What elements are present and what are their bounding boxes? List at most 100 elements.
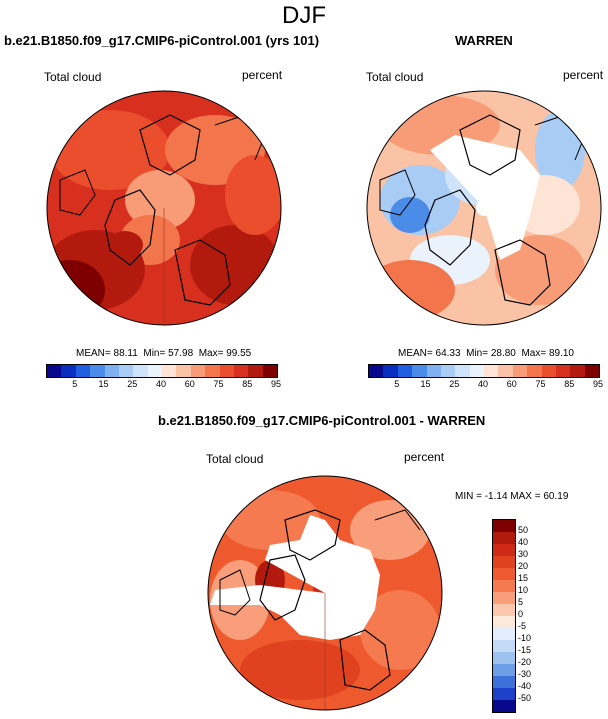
panel1-min: 57.98 [168,348,194,359]
panel1-max: 99.55 [226,348,252,359]
colorbar-swatch [498,365,513,377]
panel2-max: 89.10 [548,348,574,359]
colorbar-tick-label: 5 [72,379,78,389]
colorbar-swatch [493,520,515,532]
colorbar-swatch [90,365,105,377]
colorbar-tick-label: 60 [184,379,195,389]
colorbar-swatch [147,365,162,377]
colorbar-swatch [219,365,234,377]
panel1-map [47,91,281,325]
colorbar-tick-label: -15 [518,645,532,655]
main-title: DJF [282,2,326,29]
colorbar-swatch [47,365,62,377]
colorbar-swatch [527,365,542,377]
colorbar-swatch [493,544,515,556]
colorbar-tick-label: 5 [394,379,400,389]
colorbar-swatch [104,365,119,377]
colorbar-swatch [493,664,515,676]
colorbar-tick-label: 20 [518,561,529,571]
colorbar-swatch [412,365,427,377]
colorbar-swatch [493,688,515,700]
colorbar-tick-label: -50 [518,693,532,703]
colorbar-swatch [493,652,515,664]
colorbar-swatch [162,365,177,377]
colorbar-swatch [133,365,148,377]
colorbar-tick-label: 60 [506,379,517,389]
colorbar-swatch [75,365,91,377]
panel3-units: percent [404,450,445,464]
panel1-mean: 88.11 [113,348,138,359]
colorbar-tick-label: -10 [518,633,532,643]
colorbar-tick-label: 15 [420,379,431,389]
colorbar-swatch [493,616,515,628]
colorbar-tick-label: -20 [518,657,532,667]
colorbar-tick-label: 40 [477,379,488,389]
colorbar-tick-label: 25 [449,379,460,389]
panel3-variable: Total cloud [206,452,264,466]
panel1-variable: Total cloud [44,70,102,84]
colorbar-swatch [61,365,76,377]
colorbar-tick-label: 95 [270,379,281,389]
panel1-title: b.e21.B1850.f09_g17.CMIP6-piControl.001 … [4,33,320,48]
colorbar-swatch [493,676,515,688]
colorbar-swatch [493,532,515,544]
colorbar-tick-label: 5 [518,597,524,607]
colorbar-swatch [383,365,398,377]
panel1-min-label: Min= [143,348,166,359]
colorbar-tick-label: 0 [518,609,524,619]
panel1-max-label: Max= [198,348,224,359]
panel2-variable: Total cloud [366,70,424,84]
colorbar-swatch [584,365,599,377]
panel3-stats: MIN = -1.14 MAX = 60.19 [455,491,569,502]
colorbar-tick-label: 15 [518,573,529,583]
colorbar-tick-label: 75 [535,379,546,389]
colorbar-swatch [118,365,134,377]
colorbar-tick-label: 25 [127,379,138,389]
colorbar-tick-label: -40 [518,681,532,691]
colorbar-swatch [469,365,484,377]
colorbar-swatch [205,365,220,377]
colorbar-tick-label: 85 [242,379,253,389]
colorbar-tick-label: 85 [564,379,575,389]
panel1-colorbar [46,364,278,378]
colorbar-tick-label: -5 [518,621,527,631]
colorbar-swatch [397,365,413,377]
colorbar-swatch [493,628,515,640]
colorbar-swatch [484,365,499,377]
panel2-min: 28.80 [490,348,516,359]
panel1-units: percent [242,68,283,82]
colorbar-swatch [493,568,515,580]
colorbar-swatch [541,365,556,377]
colorbar-tick-label: -30 [518,669,532,679]
colorbar-tick-label: 40 [155,379,166,389]
colorbar-swatch [262,365,277,377]
panel2-title: WARREN [455,33,513,48]
colorbar-swatch [369,365,384,377]
colorbar-tick-label: 95 [592,379,603,389]
colorbar-tick-label: 40 [518,537,529,547]
panel2-map [367,91,601,325]
panel2-max-label: Max= [521,348,547,359]
colorbar-tick-label: 50 [518,525,529,535]
colorbar-swatch [493,604,515,616]
colorbar-tick-label: 75 [213,379,224,389]
colorbar-swatch [440,365,456,377]
panel2-mean: 64.33 [435,348,461,359]
panel2-units: percent [563,68,604,82]
colorbar-swatch [493,700,515,712]
colorbar-swatch [555,365,571,377]
panel1-mean-label: MEAN= [76,348,111,359]
colorbar-swatch [570,365,585,377]
colorbar-tick-label: 30 [518,549,529,559]
colorbar-swatch [493,640,515,652]
colorbar-swatch [176,365,191,377]
panel2-mean-label: MEAN= [398,348,433,359]
panel2-min-label: Min= [466,348,489,359]
colorbar-swatch [426,365,441,377]
panel3-colorbar [492,519,516,713]
panel3-map [208,476,442,710]
colorbar-tick-label: 15 [98,379,109,389]
panel1-stats: MEAN= 88.11 Min= 57.98 Max= 99.55 [76,348,251,359]
colorbar-swatch [493,556,515,568]
